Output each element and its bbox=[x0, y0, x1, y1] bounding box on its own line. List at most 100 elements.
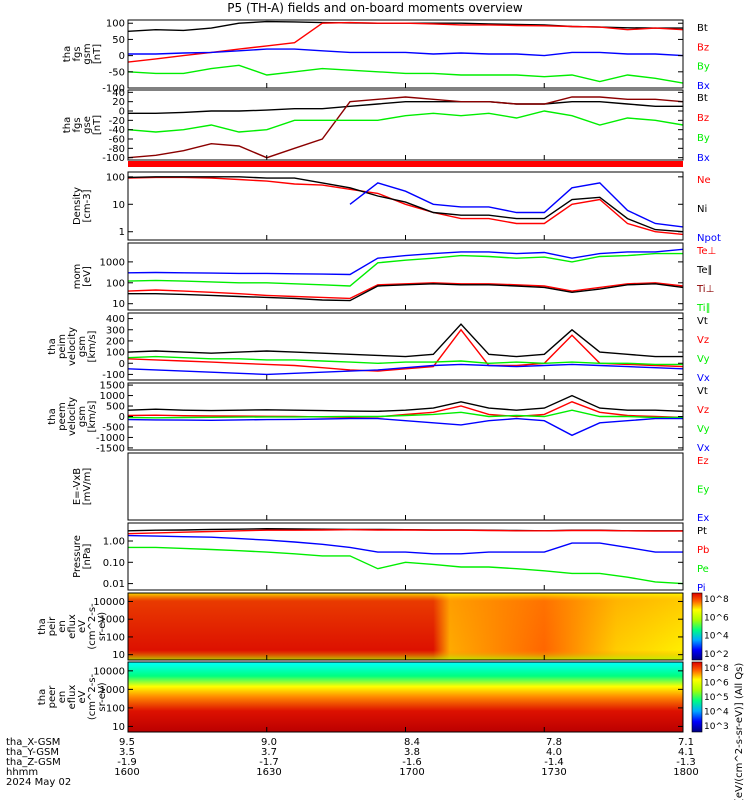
series-Pb bbox=[127, 528, 683, 535]
legend-Vx: Vx bbox=[697, 443, 710, 454]
legend-Vz: Vz bbox=[697, 335, 709, 346]
colorbar-8 bbox=[691, 592, 703, 661]
panel-6: E=-VxB [mV/m] Ez Ey Ex bbox=[72, 452, 709, 524]
y-axis-label: gsm bbox=[77, 406, 88, 427]
series-Te⊥ bbox=[127, 282, 684, 300]
y-tick-label: 40 bbox=[112, 88, 125, 99]
series-Vt bbox=[127, 323, 683, 358]
legend-Pb: Pb bbox=[697, 545, 709, 556]
y-axis-label: gsm bbox=[77, 336, 88, 357]
colorbar-tick: 10^6 bbox=[704, 613, 729, 623]
legend-Bz: Bz bbox=[697, 42, 709, 53]
panel-7: 1.00 0.10 0.01 Pressure [nPa] Pt Pb Pe Pi bbox=[72, 522, 709, 594]
legend-Bt: Bt bbox=[697, 93, 708, 104]
y-tick-label: -80 bbox=[109, 144, 125, 155]
eph-y-3: 4.0 bbox=[546, 747, 562, 758]
y-axis-label: tha bbox=[62, 117, 73, 133]
colorbar-tick: 10^3 bbox=[704, 722, 729, 732]
y-tick-label: -50 bbox=[109, 67, 125, 78]
legend-Vt: Vt bbox=[697, 316, 708, 327]
series-Vy bbox=[127, 355, 683, 366]
eph-label-x: tha_X-GSM bbox=[6, 737, 61, 748]
panel-8: 10^8 10^6 10^4 10^2 10000 1000 100 10 tha peir en e… bbox=[37, 592, 729, 661]
time-tick-2: 1700 bbox=[399, 767, 425, 778]
chart-title: P5 (TH-A) fields and on-board moments ov… bbox=[227, 1, 523, 15]
y-axis-label: eV bbox=[77, 620, 88, 633]
legend-By: By bbox=[697, 62, 710, 73]
y-tick-label: 10 bbox=[112, 650, 125, 661]
eph-y-0: 3.5 bbox=[119, 747, 135, 758]
legend-Vy: Vy bbox=[697, 424, 710, 435]
legend-Te∥: Te∥ bbox=[696, 265, 713, 276]
series-Vt bbox=[127, 394, 684, 413]
series-Vx bbox=[127, 363, 684, 376]
y-tick-label: 100 bbox=[106, 19, 125, 30]
y-tick-label: 0 bbox=[119, 359, 125, 370]
legend-Vy: Vy bbox=[697, 354, 710, 365]
eph-x-1: 9.0 bbox=[261, 737, 277, 748]
y-tick-label: 0 bbox=[119, 107, 125, 118]
x-axis-label: hhmm bbox=[6, 767, 39, 778]
series-Bt bbox=[128, 101, 683, 114]
legend-Bz: Bz bbox=[697, 113, 709, 124]
legend-Ne: Ne bbox=[697, 175, 711, 186]
panel-frame bbox=[127, 522, 684, 591]
series-Pi bbox=[127, 534, 683, 555]
y-axis-label: velocity bbox=[67, 397, 78, 436]
y-axis-label: tha bbox=[47, 338, 58, 354]
y-tick-label: 1500 bbox=[100, 381, 125, 392]
y-tick-label: 20 bbox=[112, 97, 125, 108]
colorbar-tick: 10^8 bbox=[704, 664, 729, 674]
legend-Bt: Bt bbox=[697, 23, 708, 34]
series-Vz bbox=[127, 401, 684, 419]
y-tick-label: -1000 bbox=[96, 433, 125, 444]
y-tick-label: 100 bbox=[106, 632, 125, 643]
y-tick-label: 1000 bbox=[100, 685, 125, 696]
y-axis-label: sr-eV) bbox=[97, 682, 108, 711]
legend-Vx: Vx bbox=[697, 373, 710, 384]
y-tick-label: 200 bbox=[106, 336, 125, 347]
eph-x-0: 9.5 bbox=[119, 737, 135, 748]
y-axis-label: [eV] bbox=[82, 266, 93, 287]
time-tick-3: 1730 bbox=[541, 767, 567, 778]
panel-2: 100 10 1 Density [cm-3] Ne Ni Npot bbox=[72, 171, 721, 244]
panel-3: 1000 100 10 mom [eV] Te⊥ Te∥ Ti⊥ Ti∥ bbox=[72, 242, 716, 314]
y-tick-label: 1000 bbox=[100, 391, 125, 402]
eph-y-2: 3.8 bbox=[404, 747, 420, 758]
colorbar-tick: 10^8 bbox=[704, 595, 729, 605]
y-axis-label: eflux bbox=[67, 614, 78, 639]
colorbar-9 bbox=[691, 661, 703, 733]
colorbar-tick: 10^6 bbox=[704, 679, 729, 689]
y-axis-label: fgs bbox=[72, 46, 83, 61]
y-tick-label: 0.10 bbox=[103, 558, 125, 569]
series-Vx bbox=[127, 417, 683, 437]
y-tick-label: 100 bbox=[106, 278, 125, 289]
colorbar-tick: 10^4 bbox=[704, 708, 729, 718]
y-axis-label: peem bbox=[57, 402, 68, 430]
legend-By: By bbox=[697, 133, 710, 144]
y-tick-label: -500 bbox=[102, 422, 125, 433]
series-By bbox=[127, 110, 684, 133]
eph-x-4: 7.1 bbox=[678, 737, 694, 748]
y-axis-label: tha bbox=[37, 689, 48, 705]
y-tick-label: 300 bbox=[106, 325, 125, 336]
y-tick-label: 100 bbox=[106, 172, 125, 183]
y-axis-label: mom bbox=[72, 264, 83, 290]
eph-x-3: 7.8 bbox=[546, 737, 562, 748]
legend-Pe: Pe bbox=[697, 564, 709, 575]
y-axis-label: [nPa] bbox=[82, 543, 93, 569]
eph-z-4: -1.3 bbox=[676, 757, 696, 768]
panel-9: 10^8 10^6 10^5 10^4 10^3 [eV/(cm^2-s-sr-eV)] … bbox=[37, 661, 745, 800]
eph-y-4: 4.1 bbox=[678, 747, 694, 758]
panel-0: 100 50 0 -50 -100 tha fgs gsm [nT] Bt Bz By Bx bbox=[62, 19, 710, 95]
series-Ni bbox=[127, 176, 684, 233]
legend-Ez: Ez bbox=[697, 456, 709, 467]
y-axis-label: peir bbox=[47, 616, 58, 636]
legend-Ti⊥: Ti⊥ bbox=[696, 284, 714, 295]
y-tick-label: 10 bbox=[112, 200, 125, 211]
y-axis-label: (cm^2-s- bbox=[87, 673, 98, 720]
y-axis-label: Pressure bbox=[72, 535, 83, 578]
series-Ti⊥ bbox=[127, 252, 683, 287]
